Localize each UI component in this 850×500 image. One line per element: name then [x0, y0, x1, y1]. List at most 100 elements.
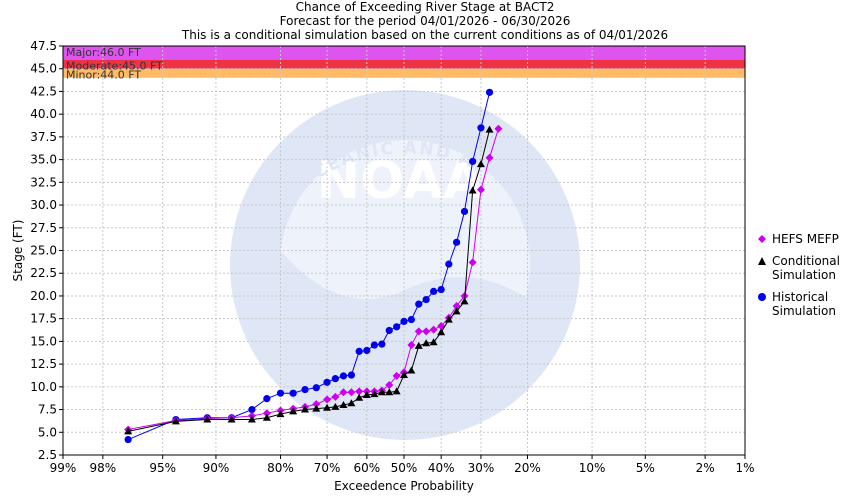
flood-band-0: [63, 46, 745, 60]
data-point-historical-simulation: [124, 435, 132, 444]
legend-label-hefs: HEFS MEFP: [772, 232, 839, 246]
data-point-hefs-mefp: [262, 409, 271, 418]
data-point-hefs-mefp: [414, 327, 423, 336]
data-point-conditional-simulation: [385, 388, 394, 396]
data-point-hefs-mefp: [494, 124, 503, 133]
data-point-conditional-simulation: [407, 366, 416, 374]
diamond-marker-icon: [758, 235, 766, 243]
data-point-conditional-simulation: [312, 404, 321, 412]
flood-band-label-1: Moderate:45.0 FT: [66, 60, 163, 73]
circle-marker-icon: [758, 293, 766, 301]
x-tick-label: 70%: [314, 461, 341, 475]
plot-frame: [62, 45, 746, 456]
y-tick-label: 32.5: [30, 175, 57, 189]
data-point-conditional-simulation: [370, 390, 379, 398]
data-point-conditional-simulation: [460, 297, 469, 305]
data-point-historical-simulation: [485, 88, 494, 96]
data-point-conditional-simulation: [301, 405, 310, 413]
x-tick-label: 2%: [696, 461, 715, 475]
data-point-historical-simulation: [460, 207, 469, 216]
data-point-historical-simulation: [339, 372, 348, 380]
data-point-historical-simulation: [370, 341, 378, 349]
data-point-conditional-simulation: [452, 307, 461, 315]
data-point-conditional-simulation: [247, 415, 256, 423]
y-tick-label: 12.5: [30, 357, 57, 371]
data-point-historical-simulation: [248, 405, 256, 414]
y-tick-label: 35.0: [30, 153, 57, 167]
data-point-historical-simulation: [415, 300, 423, 308]
data-point-historical-simulation: [301, 385, 309, 394]
chart-subtitle-conditional: This is a conditional simulation based o…: [181, 28, 669, 42]
x-tick-label: 80%: [267, 461, 294, 475]
y-tick-label: 27.5: [30, 221, 57, 235]
flood-band-label-2: Minor:44.0 FT: [66, 69, 141, 82]
data-point-conditional-simulation: [392, 387, 401, 395]
data-point-historical-simulation: [323, 378, 331, 386]
data-point-conditional-simulation: [476, 160, 485, 168]
y-tick-label: 15.0: [30, 334, 57, 348]
data-point-hefs-mefp: [312, 400, 321, 409]
x-tick-label: 20%: [514, 461, 541, 475]
y-axis-label: Stage (FT): [11, 220, 25, 282]
legend-item-conditional: Conditional Simulation: [756, 254, 850, 282]
watermark-logo-text: NOAA: [317, 151, 484, 211]
data-point-historical-simulation: [445, 260, 453, 268]
data-point-hefs-mefp: [331, 392, 340, 401]
data-point-conditional-simulation: [124, 427, 133, 435]
data-point-historical-simulation: [430, 287, 438, 295]
data-point-hefs-mefp: [437, 321, 446, 330]
data-point-hefs-mefp: [407, 341, 416, 350]
legend-label-conditional: Conditional Simulation: [772, 254, 840, 282]
data-point-conditional-simulation: [429, 338, 438, 346]
legend-label-historical: Historical Simulation: [772, 290, 836, 318]
data-point-historical-simulation: [393, 323, 401, 331]
x-tick-label: 60%: [353, 461, 380, 475]
flood-band-label-0: Major:46.0 FT: [66, 46, 141, 59]
data-point-historical-simulation: [400, 317, 408, 325]
data-point-conditional-simulation: [171, 417, 180, 425]
data-point-conditional-simulation: [468, 186, 477, 194]
data-point-historical-simulation: [276, 389, 285, 397]
y-tick-label: 42.5: [30, 84, 57, 98]
x-tick-label: 99%: [50, 461, 77, 475]
y-tick-label: 20.0: [30, 289, 57, 303]
x-tick-label: 98%: [90, 461, 117, 475]
y-tick-label: 25.0: [30, 244, 57, 258]
data-point-conditional-simulation: [362, 391, 371, 399]
data-point-hefs-mefp: [485, 153, 494, 162]
data-point-hefs-mefp: [468, 258, 477, 267]
data-point-conditional-simulation: [203, 415, 212, 423]
data-point-historical-simulation: [452, 238, 461, 246]
data-point-conditional-simulation: [377, 388, 386, 396]
data-point-historical-simulation: [312, 384, 320, 392]
data-point-hefs-mefp: [452, 301, 461, 310]
data-point-hefs-mefp: [422, 327, 431, 336]
data-point-hefs-mefp: [429, 325, 438, 334]
data-point-conditional-simulation: [444, 315, 453, 323]
data-point-hefs-mefp: [339, 388, 348, 397]
data-point-conditional-simulation: [331, 402, 340, 410]
y-tick-label: 22.5: [30, 266, 57, 280]
data-point-conditional-simulation: [289, 407, 298, 415]
data-point-conditional-simulation: [422, 339, 431, 347]
data-point-historical-simulation: [355, 347, 363, 355]
data-point-conditional-simulation: [355, 393, 364, 401]
data-point-hefs-mefp: [355, 387, 364, 396]
data-point-conditional-simulation: [485, 125, 494, 133]
chart-title: Chance of Exceeding River Stage at BACT2: [295, 0, 555, 14]
data-point-conditional-simulation: [339, 401, 348, 409]
y-tick-label: 7.5: [38, 403, 57, 417]
data-point-hefs-mefp: [392, 371, 401, 380]
x-tick-label: 95%: [149, 461, 176, 475]
x-tick-label: 1%: [735, 461, 754, 475]
data-point-conditional-simulation: [276, 410, 285, 418]
data-point-historical-simulation: [289, 389, 297, 397]
triangle-marker-icon: [758, 257, 766, 265]
x-tick-label: 5%: [636, 461, 655, 475]
y-tick-label: 47.5: [30, 39, 57, 53]
data-point-historical-simulation: [263, 395, 271, 403]
y-tick-label: 30.0: [30, 198, 57, 212]
data-point-conditional-simulation: [227, 415, 236, 423]
x-tick-label: 10%: [579, 461, 606, 475]
